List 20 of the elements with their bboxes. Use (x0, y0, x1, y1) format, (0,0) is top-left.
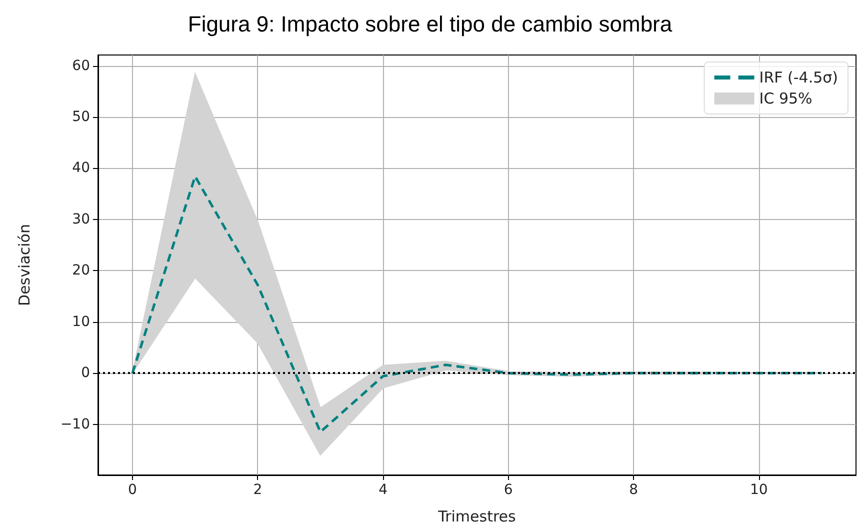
y-axis-title: Desviación (16, 224, 34, 306)
y-tick-label: 30 (72, 211, 90, 228)
x-tick-label: 10 (750, 482, 768, 498)
x-tick-label: 2 (253, 482, 262, 498)
x-axis-title: Trimestres (437, 508, 516, 526)
line-series (131, 175, 823, 434)
y-tick-label: 20 (72, 262, 90, 279)
y-tick-label: 50 (72, 108, 90, 125)
y-tick-label: 40 (72, 160, 90, 176)
legend-label: IRF (-4.5σ) (759, 68, 838, 86)
y-tick-label: 60 (72, 58, 90, 74)
x-tick-label: 6 (504, 482, 513, 498)
y-tick-label: 10 (72, 314, 90, 330)
x-tick-label: 4 (378, 482, 388, 498)
chart-title: Figura 9: Impacto sobre el tipo de cambio sombra (188, 12, 673, 36)
legend-label: IC 95% (759, 90, 812, 108)
y-tick-label: 0 (81, 365, 90, 382)
x-tick-label: 8 (629, 482, 638, 498)
x-tick-label: 0 (128, 482, 137, 498)
y-tick-label: −10 (60, 416, 90, 432)
